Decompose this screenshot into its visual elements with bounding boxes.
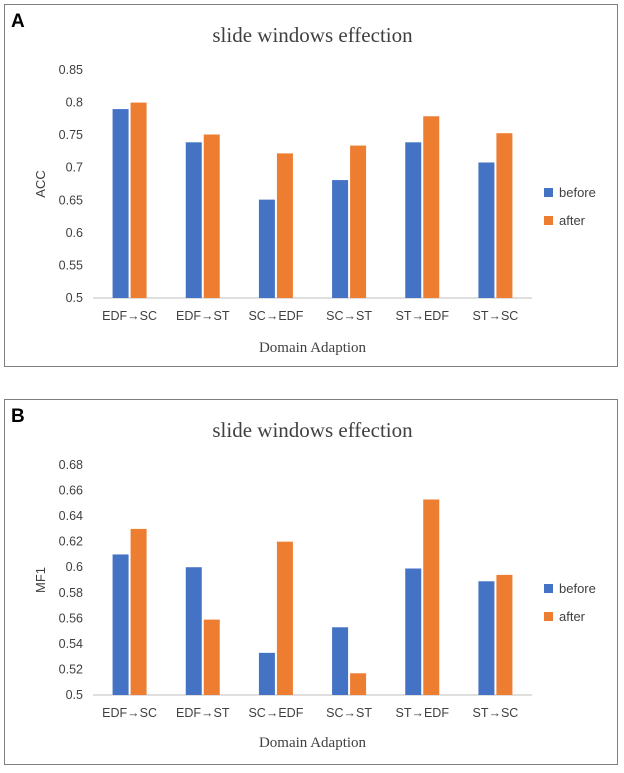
y-tick-label: 0.75 [59,128,83,142]
chart-panel-b: B slide windows effection MF1 0.5 0.52 0.54 0… [4,399,618,765]
chart-title: slide windows effection [212,23,413,47]
bar-before [258,199,275,298]
chart-b: slide windows effection MF1 0.5 0.52 0.54 0.5… [33,418,596,751]
legend-swatch-after [544,216,553,225]
y-tick-label: 0.5 [66,291,83,305]
y-tick-label: 0.65 [59,193,83,207]
x-tick-label: EDF→ST [176,309,230,323]
bar-before [112,554,129,695]
bar-after [276,153,293,298]
bar-after [203,619,220,695]
bar-before [405,142,422,298]
y-tick-label: 0.6 [66,226,83,240]
bar-before [478,162,495,298]
y-tick-label: 0.66 [59,484,83,498]
bar-before [112,109,129,298]
x-tick-label: EDF→SC [102,309,157,323]
y-tick-label: 0.8 [66,96,83,110]
panel-label-b: B [11,406,25,427]
x-tick-label: SC→EDF [248,706,303,720]
y-axis-title: MF1 [33,567,48,593]
chart-a: slide windows effection ACC 0.5 0.55 0.6 0.65… [33,23,596,356]
x-tick-label: EDF→ST [176,706,230,720]
bar-before [478,581,495,695]
chart-title: slide windows effection [212,418,413,442]
bar-after [203,134,220,298]
legend-swatch-after [544,612,553,621]
bar-after [276,541,293,695]
bar-after [130,528,147,695]
legend-label-after: after [559,213,586,228]
legend-label-before: before [559,185,596,200]
x-tick-label: EDF→SC [102,706,157,720]
y-tick-label: 0.68 [59,458,83,472]
x-tick-label: ST→EDF [396,309,450,323]
legend-label-before: before [559,581,596,596]
bar-before [332,627,349,695]
x-tick-label: SC→ST [326,706,372,720]
x-tick-label: ST→EDF [396,706,450,720]
x-tick-label: SC→ST [326,309,372,323]
y-tick-label: 0.64 [59,509,83,523]
y-tick-label: 0.56 [59,611,83,625]
y-tick-label: 0.5 [66,688,83,702]
y-tick-label: 0.62 [59,535,83,549]
chart-panel-a: A slide windows effection ACC 0.5 0.55 0.6 0.… [4,4,618,367]
bar-after [350,673,367,695]
bar-after [496,133,513,298]
y-tick-label: 0.85 [59,63,83,77]
y-tick-label: 0.55 [59,258,83,272]
y-tick-label: 0.58 [59,586,83,600]
y-tick-label: 0.54 [59,637,83,651]
x-axis-title: Domain Adaption [259,340,367,356]
legend-label-after: after [559,609,586,624]
panel-label-a: A [11,11,25,32]
y-tick-label: 0.7 [66,161,83,175]
bar-after [423,116,440,298]
y-tick-label: 0.6 [66,560,83,574]
legend-swatch-before [544,584,553,593]
bar-before [185,142,202,298]
bar-after [423,499,440,695]
x-tick-label: ST→SC [472,706,518,720]
legend-swatch-before [544,188,553,197]
x-axis-title: Domain Adaption [259,735,367,751]
x-tick-label: SC→EDF [248,309,303,323]
bar-before [332,180,349,298]
bar-before [185,567,202,695]
y-axis-title: ACC [33,170,48,197]
bar-after [130,102,147,298]
bar-before [405,568,422,695]
bar-after [496,574,513,695]
bar-before [258,652,275,695]
x-tick-label: ST→SC [472,309,518,323]
y-tick-label: 0.52 [59,662,83,676]
bar-after [350,145,367,298]
